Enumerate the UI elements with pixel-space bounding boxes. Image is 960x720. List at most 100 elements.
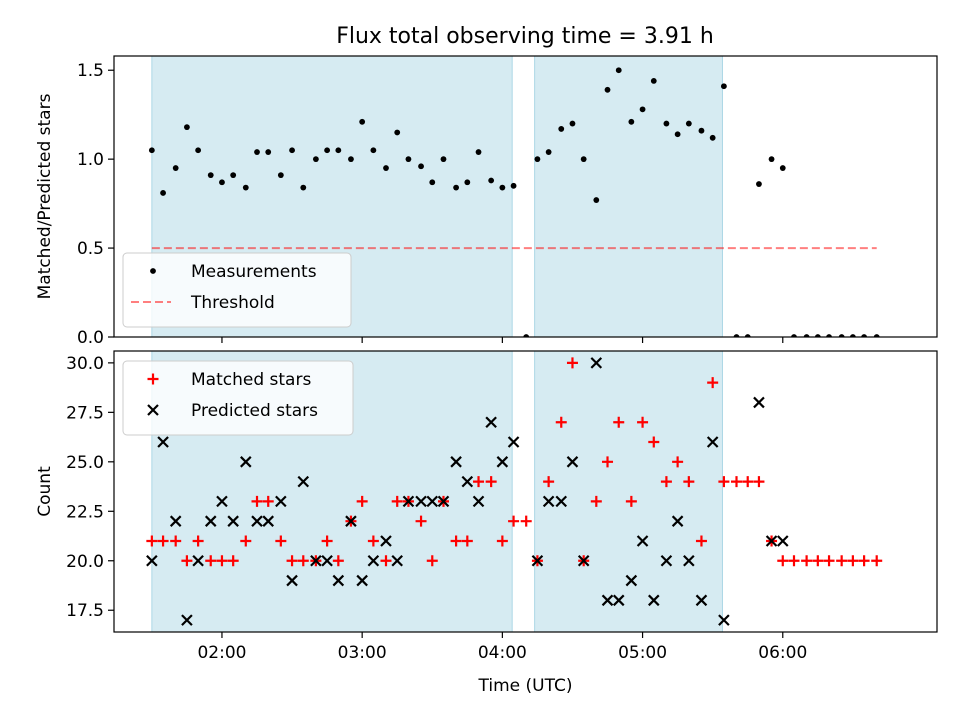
measurement-point [779, 165, 786, 171]
measurement-point [230, 172, 237, 179]
predicted-star-marker [157, 436, 169, 448]
y-tick-label: 25.0 [66, 453, 104, 473]
legend: Measurements Threshold [122, 252, 352, 328]
matched-star-marker [450, 535, 462, 547]
matched-star-marker [520, 515, 532, 527]
matched-star-marker [157, 535, 169, 547]
predicted-star-marker [461, 475, 474, 488]
plot-frame [113, 55, 938, 338]
predicted-star-marker [437, 495, 450, 508]
measurement-point [160, 190, 166, 196]
measurement-point [265, 149, 272, 155]
predicted-star-marker [671, 515, 684, 527]
predicted-star-marker [181, 614, 193, 626]
matched-star-marker [367, 535, 379, 547]
predicted-star-marker [297, 475, 310, 488]
measurement-point [873, 334, 880, 337]
measurement-point [639, 106, 646, 113]
predicted-star-marker [391, 554, 403, 567]
matched-star-marker [648, 436, 660, 448]
matched-star-marker [801, 555, 813, 567]
measurement-point [768, 156, 775, 163]
chart-title: Flux total observing time = 3.91 h [336, 24, 714, 49]
measurement-point [324, 147, 331, 154]
matched-star-marker [777, 555, 789, 567]
matched-star-marker [205, 555, 217, 567]
matched-star-marker [192, 535, 204, 547]
measurement-point [523, 334, 530, 337]
predicted-star-marker [332, 574, 345, 587]
measurement-point [615, 67, 622, 74]
predicted-star-marker [380, 535, 392, 547]
measurement-point [418, 163, 424, 170]
measurement-point [184, 124, 190, 131]
y-tick-label: 20.0 [66, 552, 104, 572]
measurement-point [464, 179, 471, 186]
measurement-point [604, 86, 611, 93]
predicted-star-marker [683, 554, 695, 567]
matched-star-marker [461, 535, 473, 547]
matched-star-marker [216, 555, 228, 567]
measurement-point [195, 147, 202, 154]
matched-star-marker [613, 416, 625, 428]
predicted-star-marker [648, 594, 660, 607]
measurement-point [312, 156, 319, 163]
predicted-star-marker [146, 554, 158, 567]
predicted-star-marker [402, 495, 415, 508]
y-axis-label: Matched/Predicted stars [35, 93, 55, 299]
matched-star-marker [742, 476, 754, 488]
measurement-point [838, 334, 845, 337]
x-axis-label: Time (UTC) [478, 676, 573, 696]
measurement-point [534, 156, 541, 163]
matched-star-marker [181, 555, 193, 567]
measurement-point [277, 172, 284, 179]
predicted-star-marker [531, 554, 544, 567]
matched-star-marker [146, 535, 158, 547]
matched-star-marker [262, 495, 274, 507]
predicted-star-marker [426, 495, 439, 508]
predicted-star-marker [216, 495, 228, 508]
measurement-point [488, 177, 495, 184]
x-tick-label: 06:00 [758, 643, 807, 663]
measurement-point [370, 147, 377, 154]
y-tick-label: 0.0 [77, 328, 104, 348]
measurement-point [254, 149, 260, 155]
ratio-panel: 0.0 0.5 1.0 1.5 Matched/Predicted stars Measu… [35, 55, 938, 348]
measurement-point [335, 147, 342, 154]
x-tick-label: 04:00 [478, 643, 527, 663]
legend-predicted-marker [147, 404, 159, 416]
matched-star-marker [473, 476, 485, 488]
matched-star-marker [415, 515, 427, 527]
y-tick-label: 30.0 [66, 354, 104, 374]
measurement-point [826, 334, 832, 337]
predicted-star-marker [356, 574, 368, 587]
measurement-point [593, 197, 600, 203]
measurement-point [698, 127, 705, 134]
measurement-point [756, 181, 762, 187]
measurement-point [650, 77, 657, 84]
matched-star-marker [251, 495, 263, 507]
observing-band [534, 351, 723, 632]
predicted-star-marker [555, 495, 568, 508]
measurement-point [405, 156, 412, 163]
matched-star-marker [240, 535, 252, 547]
matched-star-marker [496, 535, 508, 547]
matched-star-marker [380, 555, 392, 567]
matched-star-marker [170, 535, 182, 547]
matched-star-marker [672, 456, 684, 468]
x-tick-label: 05:00 [618, 643, 667, 663]
predicted-star-marker [321, 554, 333, 567]
predicted-star-marker [753, 396, 765, 409]
matched-star-marker [788, 555, 800, 567]
predicted-star-marker [192, 554, 204, 567]
measurement-point [558, 126, 565, 132]
measurement-point [803, 334, 810, 337]
matched-star-marker [660, 476, 672, 488]
matched-star-marker [286, 555, 298, 567]
predicted-star-marker [507, 436, 520, 448]
measurement-point [861, 334, 867, 337]
legend-label: Threshold [190, 293, 275, 313]
matched-star-marker [566, 357, 578, 369]
matched-star-marker [695, 535, 707, 547]
legend-label: Measurements [191, 262, 317, 282]
